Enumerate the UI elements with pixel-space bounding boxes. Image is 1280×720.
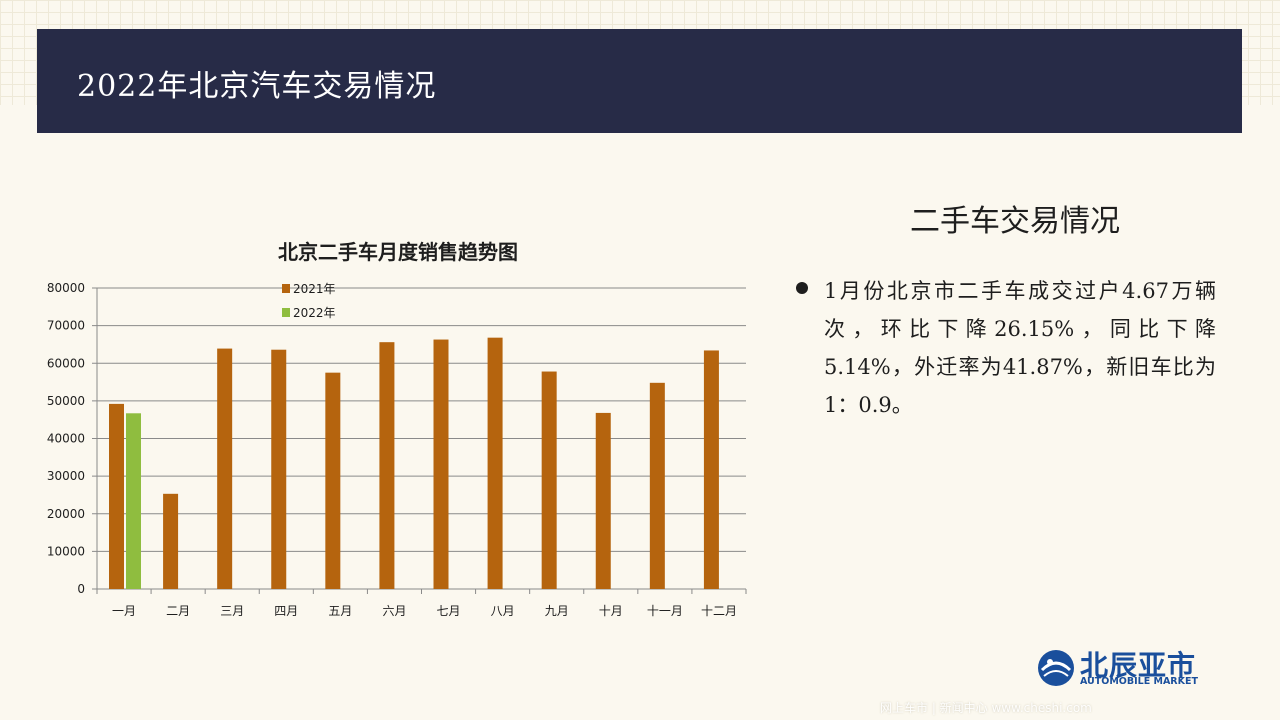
company-logo: 北辰亚市 AUTOMOBILE MARKET [1036,648,1211,690]
x-axis-ticks: 一月 二月 三月 四月 五月 六月 七月 八月 九月 十月 十一月 十二月 [112,604,737,618]
x-tick-label: 十一月 [647,604,683,618]
page-title: 2022年北京汽车交易情况 [77,69,437,104]
x-tick-label: 二月 [166,604,190,618]
chart-gridlines [92,287,747,594]
legend-swatch [282,308,290,317]
legend-label: 2022年 [293,306,336,320]
sales-trend-chart: 北京二手车月度销售趋势图 80000 70000 60000 50000 40000 30… [47,240,747,618]
y-tick-label: 20000 [47,507,85,521]
logo-name: 北辰亚市 [1080,649,1197,682]
bar-2021年-二月 [163,493,179,589]
bar-2021年-六月 [379,342,395,589]
y-axis-ticks: 80000 70000 60000 50000 40000 30000 20000 10000… [47,281,85,596]
y-tick-label: 50000 [47,394,85,408]
y-tick-label: 80000 [47,281,85,295]
x-tick-label: 四月 [274,604,298,618]
bar-2021年-十一月 [649,382,665,589]
watermark-text: 网上车市 | 新闻中心 www.cheshi.com [880,701,1092,715]
chart-title: 北京二手车月度销售趋势图 [278,240,518,264]
x-tick-label: 七月 [437,604,461,618]
x-tick-label: 八月 [491,604,515,618]
y-tick-label: 70000 [47,319,85,333]
y-tick-label: 0 [77,582,85,596]
chart-bars [109,337,719,589]
bullet-text: 1月份北京市二手车成交过户4.67万辆次，环比下降26.15%，同比下降5.14… [824,279,1216,417]
y-tick-label: 30000 [47,469,85,483]
bullet-dot [796,282,808,294]
x-tick-label: 十二月 [701,604,737,618]
logo-subtitle: AUTOMOBILE MARKET [1080,676,1198,687]
bar-2021年-一月 [109,403,124,589]
x-tick-label: 十月 [599,604,623,618]
bar-2021年-五月 [325,372,341,589]
bar-2022年-一月 [126,413,141,589]
globe-car-icon [1038,650,1074,686]
bar-2021年-九月 [541,371,557,589]
x-tick-label: 九月 [545,604,569,618]
chart-legend: 2021年 2022年 [282,282,336,320]
title-banner: 2022年北京汽车交易情况 [37,29,1242,133]
x-tick-label: 五月 [328,604,352,618]
bar-2021年-十月 [595,412,611,589]
legend-swatch [282,284,290,293]
x-tick-label: 六月 [382,604,406,618]
bar-2021年-七月 [433,339,449,589]
bar-2021年-十二月 [703,350,719,589]
y-tick-label: 40000 [47,432,85,446]
x-tick-label: 三月 [220,604,244,618]
bar-2021年-四月 [271,349,287,589]
legend-label: 2021年 [293,282,336,296]
y-tick-label: 10000 [47,544,85,558]
y-tick-label: 60000 [47,356,85,370]
x-tick-label: 一月 [112,604,136,618]
section-title: 二手车交易情况 [910,204,1120,239]
bar-2021年-三月 [217,348,233,589]
bar-2021年-八月 [487,337,503,589]
